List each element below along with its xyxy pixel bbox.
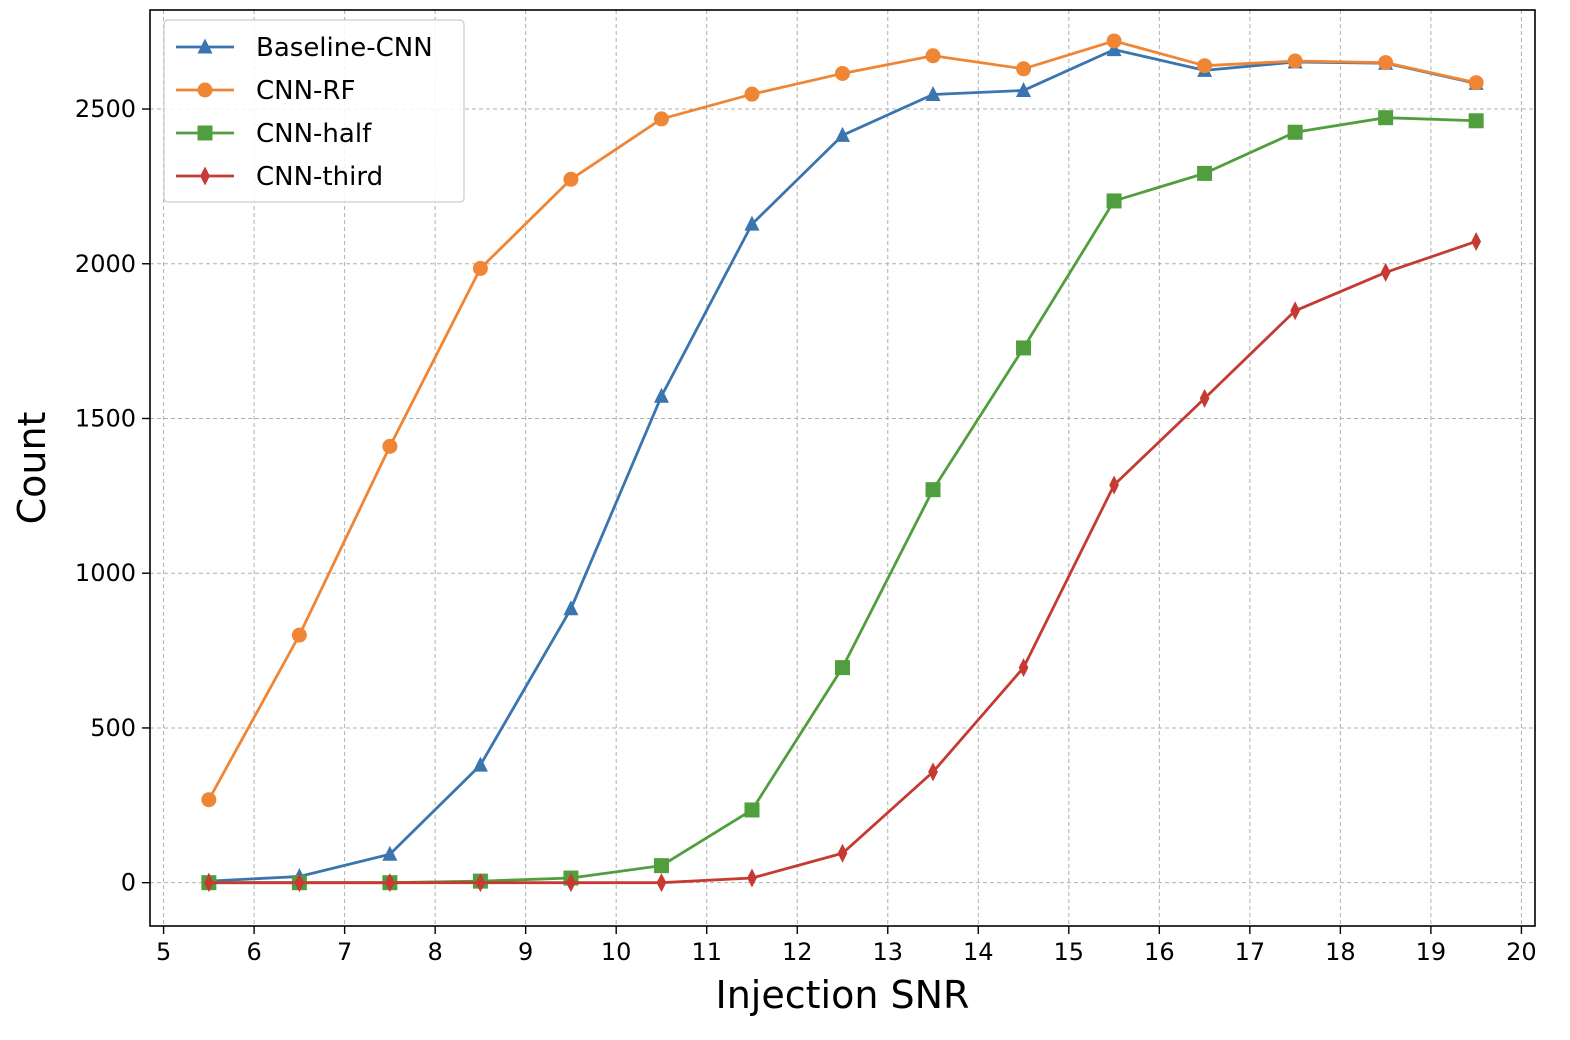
data-point-cnn-third — [837, 843, 848, 863]
legend-marker-cnn-rf — [197, 82, 213, 98]
legend: Baseline-CNN CNN-RF CNN-half CNN-third — [163, 19, 465, 203]
data-point-cnn-rf — [563, 171, 579, 187]
data-point-cnn-half — [1197, 165, 1213, 181]
y-tick-label: 500 — [90, 714, 136, 742]
series-line-cnn-third — [208, 240, 1477, 885]
data-point-cnn-rf — [1287, 53, 1303, 69]
series-line-cnn-half — [208, 116, 1477, 885]
x-tick-label: 6 — [246, 938, 261, 966]
legend-item-cnn-rf: CNN-RF — [176, 76, 355, 106]
y-tick-label: 1000 — [75, 559, 136, 587]
data-point-cnn-third — [203, 873, 214, 893]
data-point-cnn-rf — [1468, 75, 1484, 91]
x-tick-label: 14 — [963, 938, 994, 966]
data-point-cnn-rf — [925, 48, 941, 64]
data-point-cnn-half — [653, 858, 669, 874]
x-tick-label: 16 — [1144, 938, 1175, 966]
legend-label-baseline-cnn: Baseline-CNN — [256, 33, 433, 63]
data-point-baseline-cnn — [744, 215, 760, 231]
series-cnn-half — [201, 110, 1484, 891]
data-point-cnn-half — [925, 482, 941, 498]
data-point-cnn-rf — [1197, 58, 1213, 74]
x-tick-label: 5 — [156, 938, 171, 966]
legend-label-cnn-rf: CNN-RF — [256, 76, 355, 106]
data-point-cnn-rf — [835, 65, 850, 81]
x-tick-label: 18 — [1325, 938, 1356, 966]
legend-marker-cnn-third — [200, 166, 210, 186]
x-tick-label: 13 — [872, 938, 903, 966]
data-point-cnn-third — [385, 873, 395, 893]
data-point-cnn-rf — [653, 111, 669, 127]
data-point-baseline-cnn — [653, 387, 669, 403]
x-tick-label: 20 — [1506, 938, 1537, 966]
x-tick-label: 8 — [428, 938, 443, 966]
legend-label-cnn-third: CNN-third — [256, 162, 383, 192]
data-point-cnn-third — [1380, 262, 1391, 282]
data-point-cnn-half — [1106, 193, 1122, 209]
y-tick-label: 0 — [121, 869, 136, 897]
data-point-cnn-rf — [1378, 55, 1394, 71]
data-point-cnn-third — [656, 873, 667, 893]
grid — [150, 10, 1535, 926]
x-axis-title: Injection SNR — [716, 973, 970, 1017]
x-tick-label: 19 — [1416, 938, 1447, 966]
series-layer — [201, 33, 1484, 893]
x-tick-label: 9 — [518, 938, 533, 966]
axis-ticks: 5 6 7 8 9 10 11 12 13 14 15 16 17 18 19 20 0 500 1000 1500 2… — [75, 95, 1537, 966]
legend-marker-baseline-cnn — [197, 38, 213, 54]
legend-item-cnn-third: CNN-third — [176, 162, 383, 192]
data-point-cnn-third — [1290, 301, 1300, 321]
data-point-cnn-third — [1199, 388, 1210, 408]
series-cnn-third — [203, 231, 1482, 893]
data-point-baseline-cnn — [1106, 41, 1122, 57]
data-point-cnn-rf — [382, 438, 398, 454]
data-point-cnn-third — [475, 873, 486, 893]
x-tick-label: 17 — [1235, 938, 1266, 966]
data-point-baseline-cnn — [563, 600, 579, 616]
data-point-cnn-half — [744, 802, 760, 818]
data-point-baseline-cnn — [1016, 81, 1032, 97]
data-point-cnn-third — [747, 868, 757, 888]
data-point-cnn-half — [835, 660, 850, 676]
data-point-baseline-cnn — [472, 756, 488, 772]
data-point-cnn-third — [294, 873, 305, 893]
legend-label-cnn-half: CNN-half — [256, 119, 372, 149]
x-tick-label: 12 — [782, 938, 813, 966]
data-point-baseline-cnn — [925, 85, 941, 101]
data-point-cnn-third — [1109, 475, 1119, 495]
data-point-baseline-cnn — [382, 845, 398, 861]
data-point-cnn-rf — [472, 260, 488, 276]
x-tick-label: 15 — [1054, 938, 1085, 966]
data-point-cnn-half — [1468, 113, 1484, 129]
data-point-cnn-third — [928, 762, 938, 782]
data-point-cnn-half — [1287, 124, 1303, 140]
plot-area — [149, 9, 1536, 927]
legend-item-cnn-half: CNN-half — [176, 119, 372, 149]
data-point-cnn-half — [1378, 110, 1394, 126]
y-tick-label: 2000 — [75, 250, 136, 278]
data-point-cnn-third — [1018, 658, 1029, 678]
y-tick-label: 2500 — [75, 95, 136, 123]
x-tick-label: 10 — [601, 938, 632, 966]
data-point-cnn-rf — [1106, 33, 1122, 49]
data-point-cnn-rf — [744, 86, 760, 102]
legend-item-baseline-cnn: Baseline-CNN — [176, 33, 433, 63]
data-point-cnn-rf — [291, 627, 307, 643]
y-tick-label: 1500 — [75, 404, 136, 432]
data-point-cnn-third — [566, 873, 576, 893]
y-axis-title: Count — [10, 412, 54, 525]
data-point-cnn-half — [1016, 340, 1032, 356]
x-tick-label: 7 — [337, 938, 352, 966]
data-point-baseline-cnn — [835, 126, 850, 142]
data-point-cnn-rf — [201, 792, 217, 808]
series-cnn-rf — [201, 33, 1484, 808]
legend-marker-cnn-half — [197, 125, 213, 141]
data-point-cnn-third — [1471, 231, 1482, 251]
legend-box — [163, 19, 465, 203]
x-tick-label: 11 — [691, 938, 722, 966]
data-point-cnn-rf — [1016, 61, 1032, 77]
